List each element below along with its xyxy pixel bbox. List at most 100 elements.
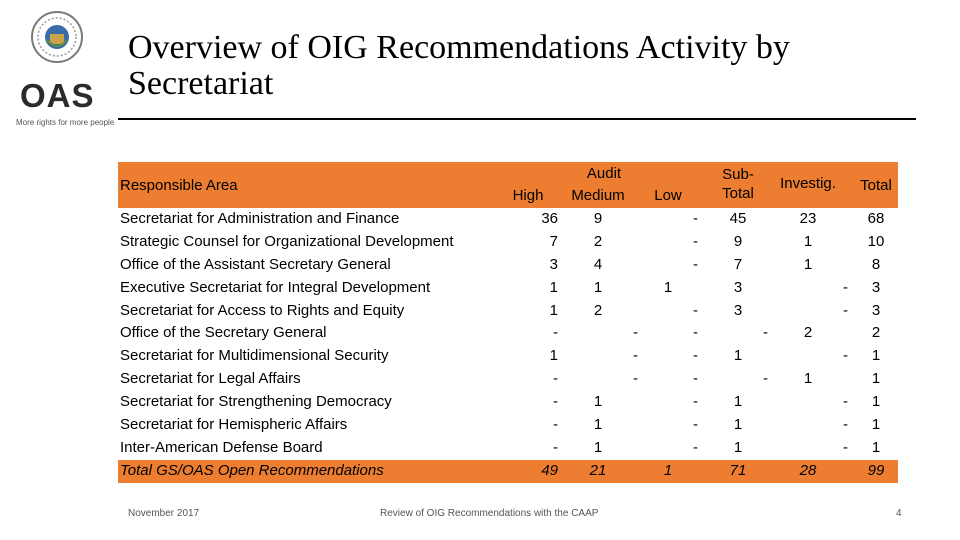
cell-investig: 1 xyxy=(803,370,813,388)
table-row: Secretariat for Access to Rights and Equ… xyxy=(118,300,898,323)
cell-high: - xyxy=(553,393,558,411)
header-medium: Medium xyxy=(571,187,625,204)
table-header: Responsible Area Audit High Medium Low S… xyxy=(118,162,898,208)
cell-high: 1 xyxy=(549,347,558,365)
cell-high: - xyxy=(553,438,558,456)
cell-subtotal: - xyxy=(763,324,768,342)
cell-low: - xyxy=(693,393,698,411)
total-cell-total: 99 xyxy=(867,461,885,479)
cell-high: 7 xyxy=(549,232,558,250)
table-row: Secretariat for Hemispheric Affairs - 1 - 1 -… xyxy=(118,414,898,437)
total-cell-high: 49 xyxy=(541,461,558,479)
cell-high: 36 xyxy=(541,210,558,227)
cell-area: Office of the Assistant Secretary Genera… xyxy=(120,255,391,273)
cell-total: 1 xyxy=(871,438,881,456)
cell-medium: - xyxy=(633,370,638,388)
table-row: Executive Secretariat for Integral Devel… xyxy=(118,277,898,300)
recommendations-table: Responsible Area Audit High Medium Low S… xyxy=(118,162,898,483)
cell-subtotal: 1 xyxy=(733,347,743,365)
cell-area: Office of the Secretary General xyxy=(120,324,327,342)
total-cell-subtotal: 71 xyxy=(729,461,747,479)
cell-subtotal: 7 xyxy=(733,255,743,273)
cell-high: 3 xyxy=(549,255,558,273)
cell-low: - xyxy=(693,210,698,227)
cell-area: Strategic Counsel for Organizational Dev… xyxy=(120,232,454,250)
cell-low: - xyxy=(693,232,698,250)
cell-low: - xyxy=(693,416,698,434)
cell-subtotal: 45 xyxy=(729,210,747,227)
cell-subtotal: 9 xyxy=(733,232,743,250)
cell-low: - xyxy=(693,347,698,365)
table-body: Secretariat for Administration and Finan… xyxy=(118,208,898,460)
cell-medium: - xyxy=(633,324,638,342)
cell-subtotal: 3 xyxy=(733,301,743,319)
cell-investig: 2 xyxy=(803,324,813,342)
cell-medium: 2 xyxy=(593,301,603,319)
cell-subtotal: 1 xyxy=(733,438,743,456)
cell-high: - xyxy=(553,416,558,434)
cell-high: - xyxy=(553,324,558,342)
header-high: High xyxy=(512,187,544,204)
cell-total: 1 xyxy=(871,347,881,365)
cell-area: Secretariat for Legal Affairs xyxy=(120,370,301,388)
cell-low: - xyxy=(693,255,698,273)
cell-medium: 4 xyxy=(593,255,603,273)
table-row: Strategic Counsel for Organizational Dev… xyxy=(118,231,898,254)
total-cell-area: Total GS/OAS Open Recommendations xyxy=(120,461,384,479)
cell-area: Secretariat for Hemispheric Affairs xyxy=(120,416,348,434)
cell-total: 1 xyxy=(871,393,881,411)
cell-total: 3 xyxy=(871,278,881,296)
header-total: Total xyxy=(860,177,892,194)
header-audit-group: Audit xyxy=(586,165,622,182)
cell-low: - xyxy=(693,438,698,456)
cell-low: - xyxy=(693,301,698,319)
cell-investig: - xyxy=(843,278,848,296)
cell-area: Secretariat for Multidimensional Securit… xyxy=(120,347,389,365)
cell-investig: 23 xyxy=(799,210,817,227)
title-divider xyxy=(118,118,916,120)
cell-low: - xyxy=(693,370,698,388)
cell-area: Executive Secretariat for Integral Devel… xyxy=(120,278,431,296)
logo-tagline: More rights for more people xyxy=(16,118,115,127)
cell-medium: 1 xyxy=(593,416,603,434)
cell-area: Secretariat for Administration and Finan… xyxy=(120,210,400,227)
cell-medium: 1 xyxy=(593,278,603,296)
footer-center-text: Review of OIG Recommendations with the C… xyxy=(380,508,599,519)
cell-high: 1 xyxy=(549,278,558,296)
cell-total: 10 xyxy=(867,232,885,250)
cell-investig: - xyxy=(843,393,848,411)
header-subtotal-line2: Total xyxy=(722,185,754,202)
cell-area: Inter-American Defense Board xyxy=(120,438,323,456)
table-row: Office of the Assistant Secretary Genera… xyxy=(118,254,898,277)
cell-medium: 1 xyxy=(593,393,603,411)
cell-investig: - xyxy=(843,438,848,456)
total-cell-investig: 28 xyxy=(799,461,817,479)
cell-subtotal: 1 xyxy=(733,393,743,411)
cell-medium: - xyxy=(633,347,638,365)
cell-low: - xyxy=(693,324,698,342)
page-title: Overview of OIG Recommendations Activity… xyxy=(128,29,790,102)
cell-total: 68 xyxy=(867,210,885,227)
cell-area: Secretariat for Access to Rights and Equ… xyxy=(120,301,405,319)
cell-medium: 2 xyxy=(593,232,603,250)
table-total-row: Total GS/OAS Open Recommendations 49 21 1 71… xyxy=(118,459,898,483)
header-investig: Investig. xyxy=(780,175,836,192)
cell-total: 1 xyxy=(871,370,881,388)
cell-subtotal: 1 xyxy=(733,416,743,434)
cell-medium: 9 xyxy=(593,210,603,227)
table-row: Secretariat for Strengthening Democracy -… xyxy=(118,391,898,414)
cell-total: 2 xyxy=(871,324,881,342)
footer-date: November 2017 xyxy=(128,508,200,519)
header-subtotal-line1: Sub- xyxy=(722,166,754,183)
oas-seal-icon xyxy=(31,11,83,63)
cell-investig: - xyxy=(843,301,848,319)
cell-medium: 1 xyxy=(593,438,603,456)
table-row: Secretariat for Legal Affairs - - - - 1 1 xyxy=(118,368,898,391)
logo-wordmark: OAS xyxy=(20,77,95,114)
cell-investig: 1 xyxy=(803,232,813,250)
table-row: Office of the Secretary General - - - - 2 2 xyxy=(118,322,898,345)
cell-investig: 1 xyxy=(803,255,813,273)
cell-investig: - xyxy=(843,416,848,434)
cell-area: Secretariat for Strengthening Democracy xyxy=(120,393,392,411)
cell-high: - xyxy=(553,370,558,388)
